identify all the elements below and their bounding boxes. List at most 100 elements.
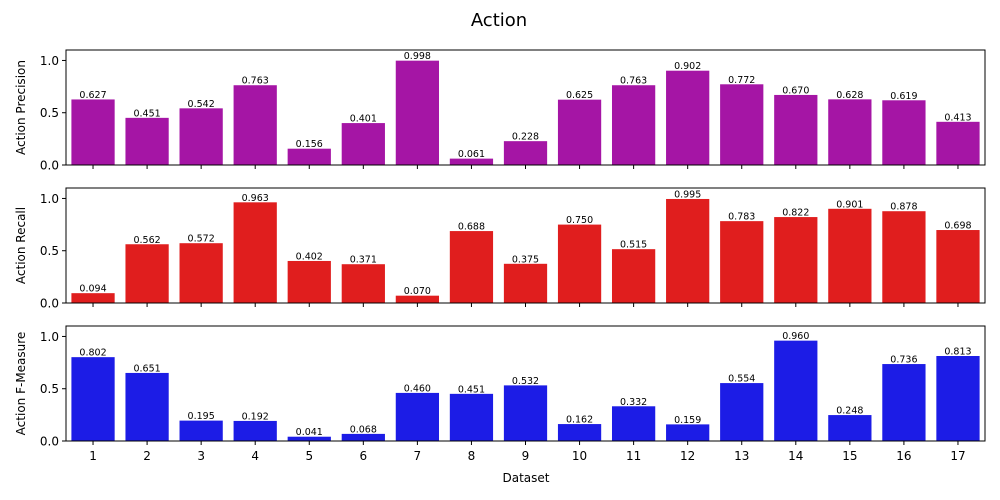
bar <box>720 84 764 165</box>
data-label: 0.413 <box>944 112 971 123</box>
bar <box>557 224 602 303</box>
x-tick-label: 3 <box>197 449 205 463</box>
data-label: 0.822 <box>782 208 809 219</box>
x-tick-label: 11 <box>626 449 641 463</box>
bar <box>233 420 277 441</box>
x-tick-label: 6 <box>360 449 368 463</box>
bar <box>233 85 277 165</box>
bar <box>341 123 385 165</box>
bar <box>179 108 223 165</box>
data-label: 0.619 <box>890 91 917 102</box>
data-label: 0.094 <box>79 284 106 295</box>
bar <box>233 202 277 303</box>
bar <box>557 424 602 441</box>
panel-1: 0.627 0.451 0.542 0.763 0.156 0.401 0.998 0.061… <box>14 49 986 173</box>
bar <box>557 99 602 165</box>
bar <box>882 211 926 303</box>
bar <box>341 433 385 441</box>
bar <box>828 99 872 165</box>
data-label: 0.772 <box>728 75 755 86</box>
y-tick-label: 0.5 <box>40 244 59 258</box>
data-label: 0.670 <box>782 85 809 96</box>
bar <box>720 221 764 303</box>
data-label: 0.192 <box>242 411 269 422</box>
y-axis-label: Action F-Measure <box>14 332 28 436</box>
bar <box>611 249 656 303</box>
bar <box>720 383 764 441</box>
bar <box>503 385 548 441</box>
data-label: 0.156 <box>296 139 323 150</box>
data-label: 0.532 <box>512 376 539 387</box>
bar <box>71 99 115 165</box>
data-label: 0.763 <box>620 76 647 87</box>
x-tick-label: 17 <box>950 449 965 463</box>
data-label: 0.375 <box>512 254 539 265</box>
bar <box>666 70 710 165</box>
y-tick-label: 0.0 <box>40 435 59 449</box>
y-tick-label: 0.0 <box>40 159 59 173</box>
bar <box>395 295 440 303</box>
y-tick-label: 0.5 <box>40 382 59 396</box>
data-label: 0.995 <box>674 189 701 200</box>
bar <box>774 340 818 441</box>
x-tick-label: 7 <box>414 449 422 463</box>
x-tick-label: 1 <box>89 449 97 463</box>
data-label: 0.625 <box>566 90 593 101</box>
data-label: 0.878 <box>890 202 917 213</box>
panels: 0.6270.4510.5420.7630.1560.4010.9980.061… <box>14 49 986 463</box>
x-tick-label: 5 <box>305 449 313 463</box>
bar <box>179 420 223 441</box>
data-label: 0.783 <box>728 212 755 223</box>
bar <box>449 158 494 165</box>
bar <box>611 85 656 165</box>
bar <box>341 264 385 303</box>
data-label: 0.963 <box>242 193 269 204</box>
data-label: 0.515 <box>620 240 647 251</box>
x-tick-label: 13 <box>734 449 749 463</box>
y-tick-label: 0.5 <box>40 106 59 120</box>
data-label: 0.248 <box>836 406 863 417</box>
data-label: 0.401 <box>350 114 377 125</box>
data-label: 0.562 <box>133 235 160 246</box>
bar <box>179 243 223 303</box>
data-label: 0.228 <box>512 132 539 143</box>
bar <box>936 230 980 303</box>
bar <box>71 293 115 303</box>
data-label: 0.371 <box>350 255 377 266</box>
data-label: 0.813 <box>944 347 971 358</box>
data-label: 0.960 <box>782 331 809 342</box>
bar <box>828 208 872 303</box>
data-label: 0.902 <box>674 61 701 72</box>
bar <box>449 231 494 303</box>
data-label: 0.195 <box>188 411 215 422</box>
x-tick-label: 12 <box>680 449 695 463</box>
y-tick-label: 1.0 <box>40 330 59 344</box>
y-axis-label: Action Recall <box>14 207 28 284</box>
data-label: 0.451 <box>133 108 160 119</box>
x-tick-label: 8 <box>468 449 476 463</box>
bar <box>666 424 710 441</box>
data-label: 0.041 <box>296 427 323 438</box>
data-label: 0.998 <box>404 51 431 62</box>
data-label: 0.763 <box>242 76 269 87</box>
x-tick-label: 10 <box>572 449 587 463</box>
bar <box>449 393 494 441</box>
bar <box>287 436 331 441</box>
data-label: 0.901 <box>836 199 863 210</box>
data-label: 0.750 <box>566 215 593 226</box>
data-label: 0.070 <box>404 286 431 297</box>
bar <box>774 94 818 165</box>
data-label: 0.402 <box>296 251 323 262</box>
bar <box>936 121 980 165</box>
data-label: 0.460 <box>404 383 431 394</box>
x-tick-label: 9 <box>522 449 530 463</box>
bar <box>666 198 710 303</box>
bar <box>125 372 169 441</box>
bar <box>611 406 656 441</box>
bar <box>828 415 872 441</box>
data-label: 0.572 <box>188 234 215 245</box>
data-label: 0.627 <box>79 90 106 101</box>
y-tick-label: 1.0 <box>40 54 59 68</box>
